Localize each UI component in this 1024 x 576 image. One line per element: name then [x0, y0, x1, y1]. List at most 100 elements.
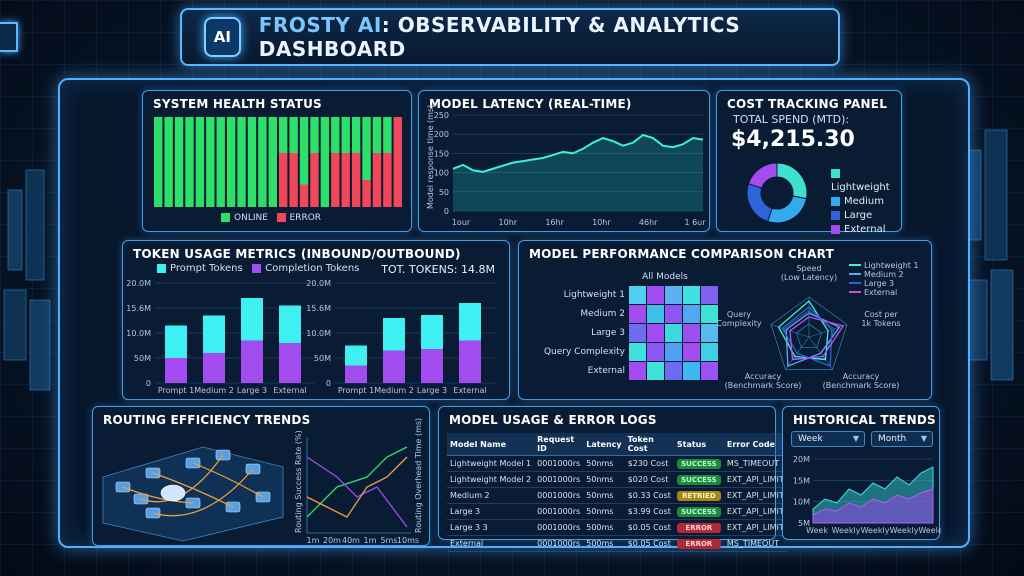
heatmap-cell: [701, 305, 718, 323]
logs-column-header[interactable]: Request ID: [534, 433, 584, 456]
routing-xtick: 1m: [307, 536, 320, 545]
logs-row[interactable]: Lightweight Model 1 0001000rs 50nms $230 Co…: [447, 455, 787, 472]
radar-label-accuracy-left: Accuracy: [745, 372, 782, 381]
logs-column-header[interactable]: Token Cost: [624, 433, 674, 456]
prompt-token-bar: [345, 345, 367, 366]
health-bar-error: [289, 153, 298, 207]
health-bar-online: [279, 117, 288, 153]
latency-xtick: 10hr: [592, 218, 611, 227]
latency-ytick: 100: [434, 169, 449, 178]
radar-label-accuracy-left-sub: (Benchmark Score): [725, 381, 802, 390]
token-xtick: External: [273, 386, 306, 395]
legend-label: Large: [844, 210, 873, 221]
health-bar-online: [247, 117, 257, 207]
heatmap-cell: [629, 305, 646, 323]
heatmap-cell: [665, 305, 682, 323]
logs-cell: $230 Cost: [624, 455, 674, 472]
model-performance-panel: MODEL PERFORMANCE COMPARISON CHART All M…: [518, 240, 932, 400]
logs-row[interactable]: Medium 2 0001000rs 50nms $0.33 Cost RETRIED E…: [447, 487, 787, 504]
logs-cell: 0001000rs: [534, 455, 584, 472]
logs-cell: Medium 2: [447, 487, 535, 504]
health-bar-error: [351, 153, 361, 207]
latency-xtick: 46hr: [639, 218, 658, 227]
radar-label-accuracy-right: Accuracy: [843, 372, 880, 381]
heatmap-cell: [683, 343, 700, 361]
logs-cell: SUCCESS: [673, 503, 724, 520]
health-bar-online: [258, 117, 267, 207]
legend-prompt: Prompt Tokens: [170, 263, 243, 274]
completion-token-bar: [383, 350, 405, 383]
radar-label-cost: Cost per: [864, 310, 898, 319]
latency-panel: MODEL LATENCY (REAL-TIME) Model response…: [418, 90, 710, 232]
health-bar-online: [154, 117, 163, 207]
token-usage-panel: TOKEN USAGE METRICS (INBOUND/OUTBOUND) P…: [122, 240, 510, 400]
heatmap-cell: [647, 286, 664, 304]
heatmap-cell: [683, 324, 700, 342]
cost-total: $4,215.30: [731, 127, 855, 152]
hist-ytick: 20M: [793, 455, 810, 464]
latency-area: [453, 134, 703, 211]
legend-online: ONLINE: [234, 213, 268, 223]
health-bar-error: [383, 153, 392, 207]
prompt-token-bar: [241, 298, 263, 341]
heatmap-row-label: External: [588, 366, 625, 376]
latency-ytick: 50: [439, 188, 449, 197]
logs-column-header[interactable]: Status: [673, 433, 724, 456]
health-bar-online: [341, 117, 350, 153]
logs-cell: EXT_API_LIMIT: [723, 487, 787, 504]
health-bar-error: [331, 153, 340, 207]
radar-legend-label: External: [864, 288, 897, 297]
token-xtick: External: [453, 386, 486, 395]
routing-overhead-line: [306, 456, 408, 528]
token-ytick: 10.0M: [306, 329, 331, 338]
logs-body: Lightweight Model 1 0001000rs 50nms $230 Co…: [447, 455, 787, 552]
radar-series: [789, 316, 845, 361]
health-bar-error: [341, 153, 350, 207]
latency-line: [452, 133, 704, 173]
hist-xtick: Weelee: [918, 526, 941, 535]
health-bar-online: [372, 117, 382, 153]
radar-legend-label: Large 3: [864, 279, 894, 288]
panel-title: COST TRACKING PANEL: [727, 97, 888, 111]
hist-xtick: Weekly: [832, 526, 861, 535]
heatmap-cell: [629, 324, 646, 342]
legend-swatch: [831, 210, 840, 220]
health-bar-error: [372, 153, 382, 207]
latency-xtick: 16hr: [545, 218, 564, 227]
dashboard-header: AI FROSTY AI: OBSERVABILITY & ANALYTICS …: [180, 8, 840, 66]
routing-xtick: 40m: [342, 536, 360, 545]
radar-ring: [796, 323, 822, 349]
prompt-token-bar: [203, 315, 225, 353]
status-badge: SUCCESS: [676, 458, 721, 469]
panel-title: MODEL USAGE & ERROR LOGS: [449, 413, 657, 427]
logs-row[interactable]: Large 3 0001000rs 50nms $3.99 Cost SUCCESS EX…: [447, 503, 787, 520]
radar-series: [785, 312, 841, 368]
token-xtick: Prompt 1: [338, 386, 374, 395]
logs-cell: 500ms: [583, 535, 625, 552]
panel-title: MODEL PERFORMANCE COMPARISON CHART: [529, 247, 834, 261]
routing-ylabel-right: Routing Overhead Time (ms): [414, 418, 423, 533]
logs-cell: $0.05 Cost: [624, 519, 674, 536]
period-dropdown-month[interactable]: Month ▼: [871, 431, 933, 447]
logs-column-header[interactable]: Model Name: [447, 433, 535, 456]
period-dropdown-week[interactable]: Week ▼: [791, 431, 865, 447]
health-bar-error: [299, 184, 309, 207]
panel-title: SYSTEM HEALTH STATUS: [153, 97, 322, 111]
background-city-left: [3, 169, 51, 391]
logs-cell: RETRIED: [673, 487, 724, 504]
radar-label-query: Query: [727, 310, 752, 319]
logs-row[interactable]: Lightweight Model 2 0001000rs 50nms $020 Co…: [447, 471, 787, 488]
logs-column-header[interactable]: Latency: [583, 433, 625, 456]
health-bar-error: [362, 180, 371, 207]
logs-row[interactable]: Large 3 3 0001000rs 500ms $0.05 Cost ERROR EX…: [447, 519, 787, 536]
logs-cell: EXT_API_LIMIT: [723, 471, 787, 488]
prompt-token-bar: [383, 318, 405, 351]
dropdown-value: Month: [878, 434, 907, 444]
chevron-down-icon: ▼: [920, 434, 927, 443]
routing-third-line: [306, 456, 408, 518]
logs-column-header[interactable]: Error Code: [723, 433, 787, 456]
health-bar-online: [268, 117, 277, 207]
latency-ytick: 0: [444, 207, 449, 216]
logs-row[interactable]: External 0001000rs 500ms $0.05 Cost ERROR MS_…: [447, 535, 787, 552]
health-bar-online: [237, 117, 246, 207]
